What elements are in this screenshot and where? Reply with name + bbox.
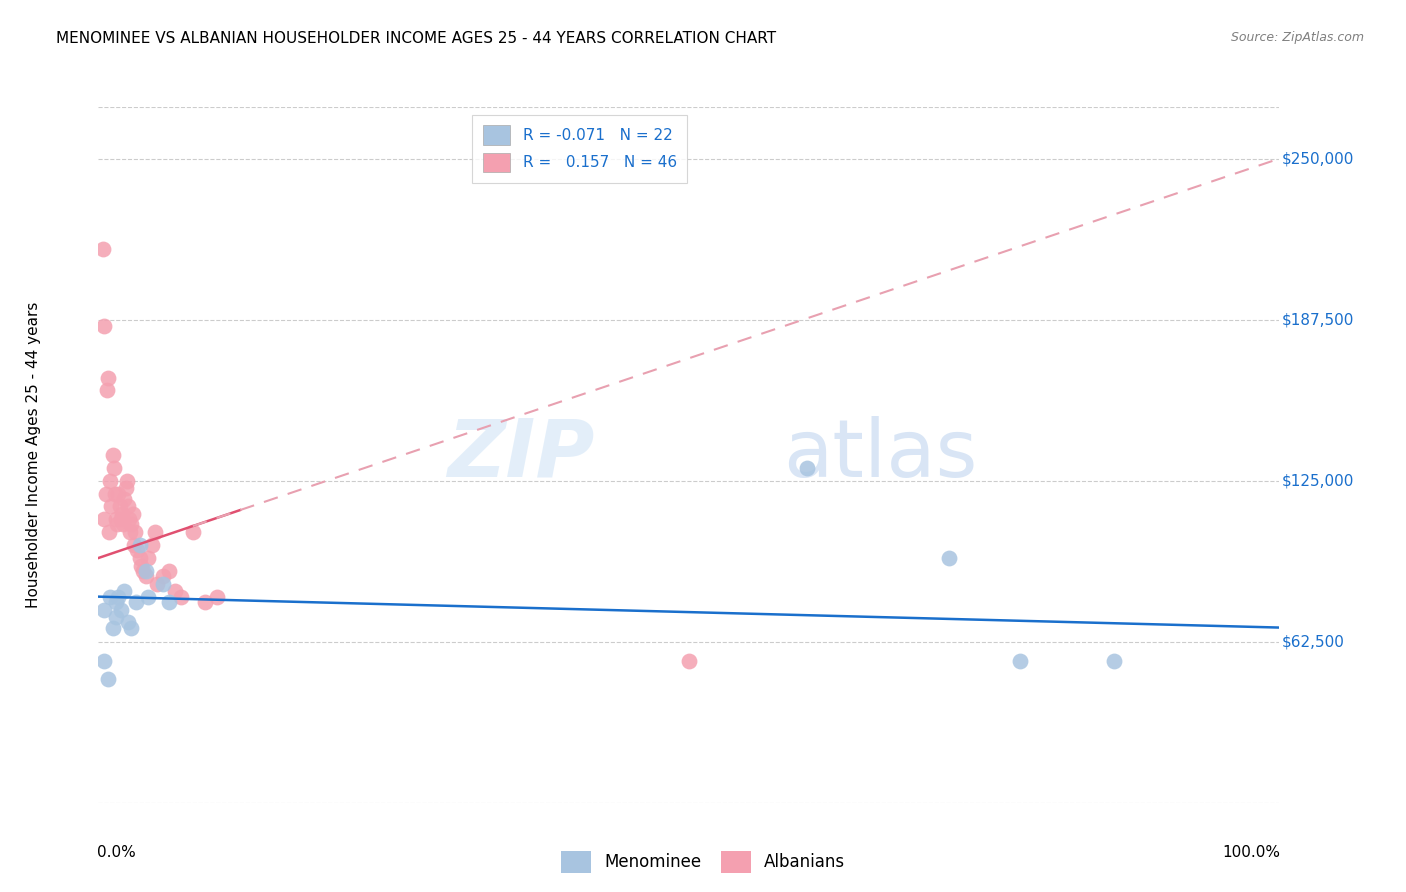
Point [101,448,124,462]
Point [114,482,136,496]
Point [91,242,114,256]
Point [121,507,143,521]
Point [107,590,129,604]
Point [129,558,152,573]
Point [136,551,159,566]
Point [105,595,128,609]
Point [93,319,115,334]
Point [100,500,122,514]
Point [157,564,180,578]
Point [132,564,155,578]
Text: ZIP: ZIP [447,416,595,494]
Point [98,590,121,604]
Point [205,590,228,604]
Point [796,460,818,475]
Point [152,576,174,591]
Point [124,525,146,540]
Point [111,507,134,521]
Text: Source: ZipAtlas.com: Source: ZipAtlas.com [1230,31,1364,45]
Point [107,486,129,500]
Point [1102,654,1125,668]
Text: $250,000: $250,000 [1282,151,1354,166]
Point [104,486,127,500]
Text: $125,000: $125,000 [1282,473,1354,488]
Point [128,538,150,552]
Point [181,525,204,540]
Point [117,500,139,514]
Point [108,500,131,514]
Point [94,486,117,500]
Point [143,525,166,540]
Point [118,512,141,526]
Point [125,595,148,609]
Point [98,525,121,540]
Point [135,564,157,578]
Point [122,538,145,552]
Text: MENOMINEE VS ALBANIAN HOUSEHOLDER INCOME AGES 25 - 44 YEARS CORRELATION CHART: MENOMINEE VS ALBANIAN HOUSEHOLDER INCOME… [56,31,776,46]
Point [112,584,135,599]
Point [165,584,187,599]
Point [121,517,143,532]
Point [121,621,143,635]
Point [117,615,139,630]
Text: $187,500: $187,500 [1282,312,1354,327]
Point [157,595,180,609]
Point [101,621,124,635]
Point [112,491,135,506]
Point [194,595,217,609]
Point [105,610,128,624]
Point [135,569,157,583]
Point [110,512,132,526]
Point [120,525,142,540]
Point [93,654,115,668]
Point [97,672,120,686]
Point [93,602,115,616]
Legend: R = -0.071   N = 22, R =   0.157   N = 46: R = -0.071 N = 22, R = 0.157 N = 46 [472,115,688,183]
Point [1008,654,1031,668]
Point [105,512,128,526]
Text: $62,500: $62,500 [1282,634,1344,649]
Point [127,543,149,558]
Text: atlas: atlas [783,416,977,494]
Point [96,384,118,398]
Point [93,512,115,526]
Point [128,551,150,566]
Point [115,474,138,488]
Point [170,590,193,604]
Point [146,576,169,591]
Legend: Menominee, Albanians: Menominee, Albanians [554,845,852,880]
Point [938,551,960,566]
Point [678,654,700,668]
Point [110,602,132,616]
Point [103,460,125,475]
Text: 0.0%: 0.0% [97,845,136,860]
Point [98,474,121,488]
Point [141,538,163,552]
Text: Householder Income Ages 25 - 44 years: Householder Income Ages 25 - 44 years [25,301,41,608]
Point [97,370,120,384]
Point [136,590,159,604]
Point [112,517,135,532]
Point [105,517,128,532]
Text: 100.0%: 100.0% [1223,845,1281,860]
Point [152,569,174,583]
